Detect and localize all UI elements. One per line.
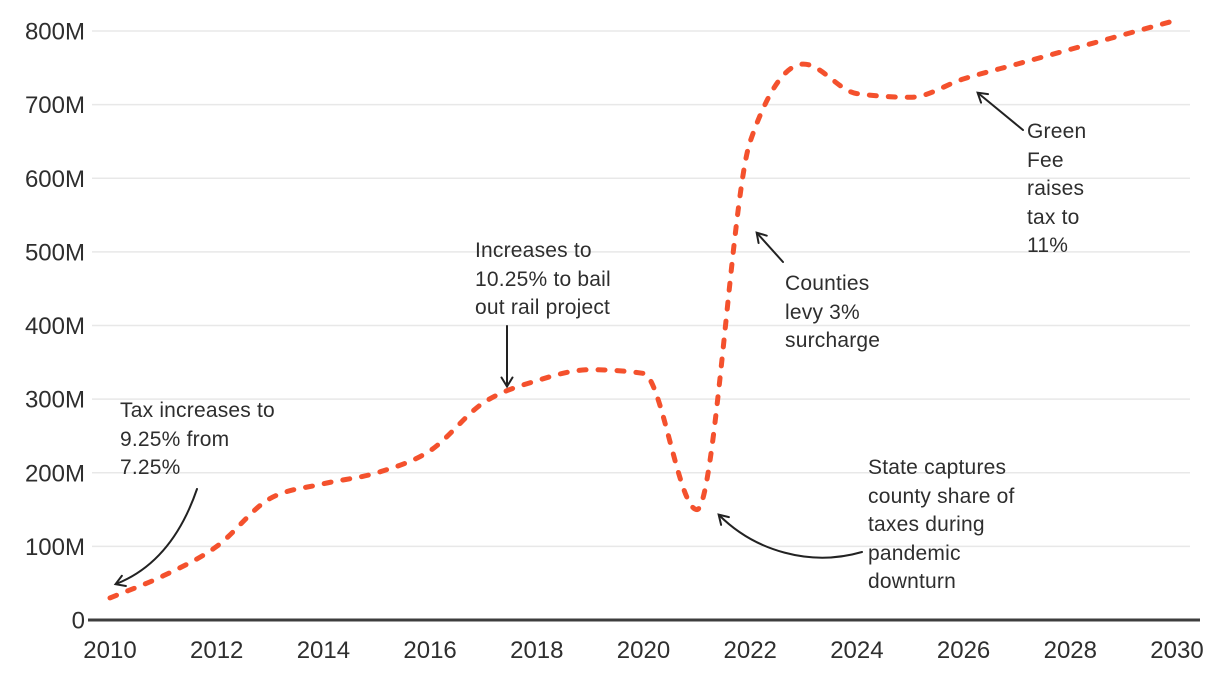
horizontal-gridlines — [92, 30, 1190, 548]
arrow-green-fee — [976, 91, 1024, 131]
y-tick-label: 500M — [25, 239, 85, 266]
annotation-green-fee: Green Fee raises tax to 11% — [1027, 120, 1087, 257]
annotation-pandemic-capture: State captures county share of taxes dur… — [868, 456, 1015, 593]
y-tick-label: 400M — [25, 313, 85, 340]
x-tick-label: 2026 — [937, 637, 990, 664]
arrow-pandemic-capture — [717, 513, 863, 559]
y-axis-tick-labels: 0 100M 200M 300M 400M 500M 600M 700M 800M — [25, 19, 85, 635]
x-tick-label: 2018 — [510, 637, 563, 664]
x-tick-label: 2016 — [403, 637, 456, 664]
annotation-rail-bailout: Increases to 10.25% to bail out rail pro… — [475, 239, 611, 319]
arrow-tax-increase — [113, 488, 198, 588]
x-tick-label: 2010 — [83, 637, 136, 664]
x-tick-label: 2012 — [190, 637, 243, 664]
x-axis-tick-labels: 2010 2012 2014 2016 2018 2020 2022 2024 2026 2028… — [83, 637, 1203, 664]
y-tick-label: 800M — [25, 19, 85, 46]
y-tick-label: 100M — [25, 534, 85, 561]
y-tick-label: 0 — [72, 608, 85, 635]
x-tick-label: 2022 — [724, 637, 777, 664]
arrow-county-surcharge — [755, 231, 784, 263]
annotation-arrows — [113, 91, 1024, 588]
y-tick-label: 700M — [25, 92, 85, 119]
revenue-dashed-line-series — [107, 17, 1180, 601]
x-tick-label: 2030 — [1150, 637, 1203, 664]
x-tick-label: 2024 — [830, 637, 883, 664]
x-tick-label: 2028 — [1044, 637, 1097, 664]
y-tick-label: 600M — [25, 166, 85, 193]
annotation-tax-increase: Tax increases to 9.25% from 7.25% — [120, 399, 275, 479]
x-tick-label: 2014 — [297, 637, 350, 664]
x-tick-label: 2020 — [617, 637, 670, 664]
annotation-county-surcharge: Counties levy 3% surcharge — [785, 272, 881, 352]
y-tick-label: 200M — [25, 460, 85, 487]
y-tick-label: 300M — [25, 387, 85, 414]
